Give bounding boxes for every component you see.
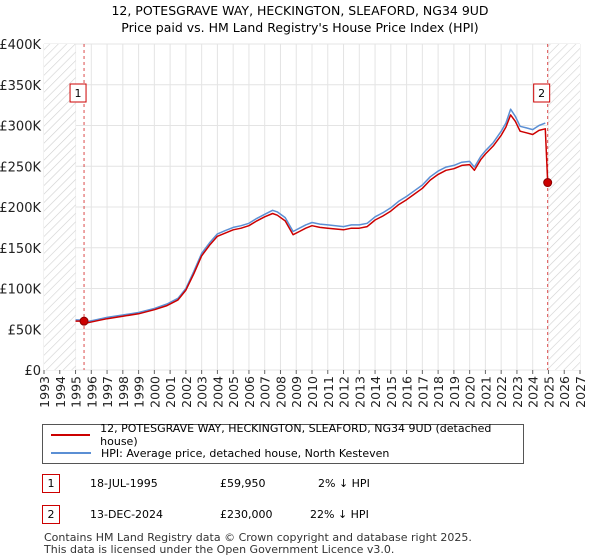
transaction-date: 18-JUL-1995 [90, 477, 158, 490]
x-tick-label: 2012 [337, 376, 352, 408]
y-tick-label: £200K [0, 201, 41, 216]
x-tick-label: 2007 [258, 376, 273, 408]
x-tick-label: 2001 [163, 376, 178, 408]
x-tick-label: 2017 [415, 376, 430, 408]
y-tick-label: £250K [0, 160, 41, 175]
footer-copyright: Contains HM Land Registry data © Crown c… [44, 531, 472, 544]
x-tick-label: 2025 [541, 376, 556, 408]
transaction-price: £59,950 [220, 477, 266, 490]
sale-label-box [69, 83, 87, 103]
x-tick-label: 2010 [305, 376, 320, 408]
x-tick-label: 2021 [478, 376, 493, 408]
transaction-price: £230,000 [220, 508, 273, 521]
transaction-date: 13-DEC-2024 [90, 508, 164, 521]
x-tick-label: 2011 [321, 376, 336, 408]
x-tick-label: 2024 [526, 376, 541, 408]
x-tick-label: 2013 [352, 376, 367, 408]
x-tick-label: 1998 [116, 376, 131, 408]
y-tick-label: £0 [24, 364, 41, 379]
transaction-badge: 1 [42, 474, 60, 493]
sale-point [543, 178, 553, 188]
hatched-region [548, 44, 580, 370]
x-tick-label: 2014 [368, 376, 383, 408]
y-tick-label: £150K [0, 242, 41, 257]
x-tick-label: 2004 [210, 376, 225, 408]
x-tick-label: 1999 [132, 376, 147, 408]
transaction-hpi: 2% ↓ HPI [318, 477, 370, 490]
legend-label-property: 12, POTESGRAVE WAY, HECKINGTON, SLEAFORD… [100, 422, 492, 448]
legend-swatch-hpi [51, 452, 91, 454]
x-tick-label: 2026 [557, 376, 572, 408]
x-tick-label: 1995 [69, 376, 84, 408]
legend-item-property: 12, POTESGRAVE WAY, HECKINGTON, SLEAFORD… [51, 422, 523, 448]
x-tick-label: 2000 [147, 376, 162, 408]
x-tick-label: 1996 [84, 376, 99, 408]
x-tick-label: 2027 [573, 376, 588, 408]
transaction-badge: 2 [42, 505, 60, 524]
x-tick-label: 2023 [510, 376, 525, 408]
x-tick-label: 1997 [100, 376, 115, 408]
x-tick-label: 2008 [273, 376, 288, 408]
sale-label-box [533, 83, 551, 103]
x-tick-label: 2020 [463, 376, 478, 408]
price-chart: 1 2 £0 £50K £100K £150K £200K £250K £300K £350K £… [0, 38, 588, 408]
x-tick-label: 2003 [195, 376, 210, 408]
y-tick-label: £300K [0, 120, 41, 135]
x-tick-label: 2005 [226, 376, 241, 408]
transaction-hpi: 22% ↓ HPI [310, 508, 369, 521]
legend-swatch-property [51, 434, 91, 436]
x-tick-label: 2022 [494, 376, 509, 408]
legend-item-hpi: HPI: Average price, detached house, Nort… [51, 444, 389, 462]
x-tick-label: 2018 [431, 376, 446, 408]
y-tick-label: £350K [0, 79, 41, 94]
x-tick-label: 1993 [37, 376, 52, 408]
x-tick-label: 1994 [53, 376, 68, 408]
sale-label: 2 [538, 87, 545, 100]
x-tick-label: 2016 [400, 376, 415, 408]
y-tick-label: £400K [0, 38, 41, 53]
x-tick-label: 2009 [289, 376, 304, 408]
y-tick-label: £50K [8, 323, 42, 338]
y-tick-label: £100K [0, 283, 41, 298]
sale-label: 1 [75, 87, 82, 100]
x-tick-label: 2019 [447, 376, 462, 408]
chart-title-line1: 12, POTESGRAVE WAY, HECKINGTON, SLEAFORD… [111, 3, 489, 18]
legend: 12, POTESGRAVE WAY, HECKINGTON, SLEAFORD… [42, 422, 524, 464]
legend-label-hpi: HPI: Average price, detached house, Nort… [101, 446, 390, 460]
x-tick-label: 2006 [242, 376, 257, 408]
sale-point [79, 316, 89, 326]
x-tick-label: 2002 [179, 376, 194, 408]
x-tick-label: 2015 [384, 376, 399, 408]
footer-licence: This data is licensed under the Open Gov… [44, 543, 395, 556]
chart-title-line2: Price paid vs. HM Land Registry's House … [121, 20, 479, 35]
property-price-line [75, 114, 549, 324]
